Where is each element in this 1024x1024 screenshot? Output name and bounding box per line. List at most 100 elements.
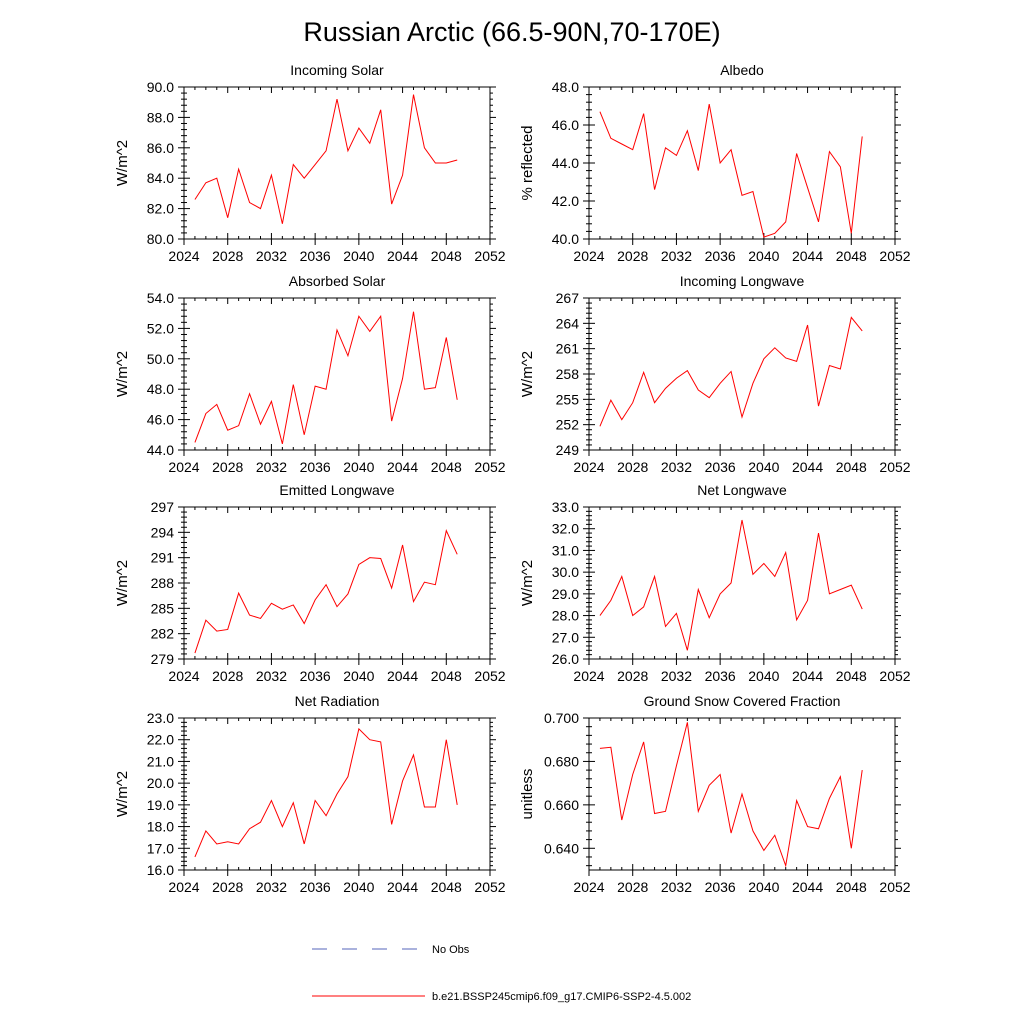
y-axis-label: unitless bbox=[519, 769, 536, 820]
panel-net-longwave: Net Longwave 2024 2028 2032 2036 2040 2044 2048… bbox=[519, 482, 911, 684]
y-tick-label: 261 bbox=[556, 341, 580, 357]
panel-title: Incoming Solar bbox=[290, 62, 384, 78]
series-line-absorbed-solar bbox=[194, 311, 458, 445]
y-tick-label: 255 bbox=[556, 391, 580, 407]
y-tick-label: 20.0 bbox=[147, 775, 174, 791]
series-line-albedo bbox=[599, 104, 863, 238]
x-tick-label: 2036 bbox=[300, 668, 331, 684]
x-tick-label: 2044 bbox=[387, 248, 418, 264]
y-axis-label: W/m^2 bbox=[519, 351, 536, 397]
y-tick-label: 30.0 bbox=[552, 564, 579, 580]
y-tick-label: 90.0 bbox=[147, 79, 174, 95]
x-tick-label: 2044 bbox=[792, 668, 823, 684]
x-tick-label: 2048 bbox=[431, 248, 462, 264]
series-line-incoming-longwave bbox=[599, 316, 863, 427]
y-tick-label: 50.0 bbox=[147, 351, 174, 367]
y-tick-label: 32.0 bbox=[552, 521, 579, 537]
x-tick-label: 2052 bbox=[879, 668, 910, 684]
y-tick-label: 28.0 bbox=[552, 608, 579, 624]
x-tick-label: 2048 bbox=[836, 459, 867, 475]
y-tick-label: 23.0 bbox=[147, 710, 174, 726]
y-tick-label: 88.0 bbox=[147, 109, 174, 125]
x-tick-label: 2040 bbox=[748, 668, 779, 684]
x-tick-label: 2024 bbox=[168, 459, 199, 475]
x-tick-label: 2040 bbox=[343, 668, 374, 684]
y-tick-label: 249 bbox=[556, 442, 580, 458]
x-tick-label: 2024 bbox=[573, 879, 604, 895]
y-tick-label: 17.0 bbox=[147, 840, 174, 856]
x-tick-label: 2032 bbox=[256, 459, 287, 475]
panel-title: Absorbed Solar bbox=[289, 273, 386, 289]
x-tick-label: 2044 bbox=[792, 459, 823, 475]
x-tick-label: 2040 bbox=[343, 248, 374, 264]
x-tick-label: 2032 bbox=[661, 459, 692, 475]
y-tick-label: 0.700 bbox=[544, 710, 579, 726]
y-tick-label: 86.0 bbox=[147, 140, 174, 156]
plot-frame bbox=[588, 86, 896, 240]
x-tick-label: 2024 bbox=[573, 459, 604, 475]
x-tick-label: 2024 bbox=[168, 668, 199, 684]
x-tick-label: 2028 bbox=[212, 248, 243, 264]
x-tick-label: 2040 bbox=[343, 879, 374, 895]
y-tick-label: 0.660 bbox=[544, 797, 579, 813]
y-tick-label: 82.0 bbox=[147, 201, 174, 217]
y-tick-label: 48.0 bbox=[552, 79, 579, 95]
x-tick-label: 2036 bbox=[300, 879, 331, 895]
legend-label-model-run: b.e21.BSSP245cmip6.f09_g17.CMIP6-SSP2-4.… bbox=[432, 991, 691, 1003]
y-tick-label: 22.0 bbox=[147, 732, 174, 748]
panel-title: Net Longwave bbox=[697, 482, 787, 498]
x-tick-label: 2052 bbox=[879, 459, 910, 475]
y-axis-label: W/m^2 bbox=[114, 771, 131, 817]
y-tick-label: 285 bbox=[151, 600, 175, 616]
y-tick-label: 16.0 bbox=[147, 862, 174, 878]
legend-label-no-obs: No Obs bbox=[432, 944, 470, 956]
panel-title: Net Radiation bbox=[295, 693, 380, 709]
x-tick-label: 2036 bbox=[705, 459, 736, 475]
x-tick-label: 2052 bbox=[474, 248, 505, 264]
y-tick-label: 40.0 bbox=[552, 231, 579, 247]
y-tick-label: 54.0 bbox=[147, 290, 174, 306]
y-tick-label: 33.0 bbox=[552, 499, 579, 515]
x-tick-label: 2044 bbox=[387, 459, 418, 475]
x-tick-label: 2044 bbox=[792, 248, 823, 264]
panel-albedo: Albedo 2024 2028 2032 2036 2040 2044 2048 2052 40… bbox=[519, 62, 911, 264]
series-line-emitted-longwave bbox=[194, 529, 458, 654]
x-tick-label: 2028 bbox=[617, 879, 648, 895]
y-tick-label: 0.640 bbox=[544, 840, 579, 856]
x-tick-label: 2044 bbox=[387, 879, 418, 895]
x-tick-label: 2040 bbox=[748, 879, 779, 895]
x-tick-label: 2024 bbox=[573, 248, 604, 264]
y-tick-label: 31.0 bbox=[552, 542, 579, 558]
y-axis-label: % reflected bbox=[519, 125, 536, 200]
plot-frame bbox=[588, 506, 896, 660]
x-tick-label: 2036 bbox=[705, 879, 736, 895]
y-tick-label: 84.0 bbox=[147, 170, 174, 186]
x-tick-label: 2032 bbox=[661, 248, 692, 264]
x-tick-label: 2032 bbox=[661, 668, 692, 684]
x-tick-label: 2040 bbox=[748, 459, 779, 475]
y-axis-label: W/m^2 bbox=[114, 140, 131, 186]
x-tick-label: 2040 bbox=[748, 248, 779, 264]
x-tick-label: 2032 bbox=[256, 879, 287, 895]
x-tick-label: 2052 bbox=[474, 668, 505, 684]
y-tick-label: 267 bbox=[556, 290, 580, 306]
x-tick-label: 2036 bbox=[705, 668, 736, 684]
x-tick-label: 2024 bbox=[168, 879, 199, 895]
figure-title: Russian Arctic (66.5-90N,70-170E) bbox=[303, 17, 720, 47]
y-tick-label: 0.680 bbox=[544, 753, 579, 769]
x-tick-label: 2052 bbox=[879, 879, 910, 895]
y-tick-label: 42.0 bbox=[552, 193, 579, 209]
series-line-net-radiation bbox=[194, 727, 458, 858]
y-tick-label: 252 bbox=[556, 417, 580, 433]
x-tick-label: 2032 bbox=[256, 668, 287, 684]
panel-emitted-longwave: Emitted Longwave 2024 2028 2032 2036 2040 2044… bbox=[114, 482, 506, 684]
plot-frame bbox=[183, 506, 491, 660]
y-tick-label: 258 bbox=[556, 366, 580, 382]
y-axis-label: W/m^2 bbox=[519, 560, 536, 606]
y-tick-label: 18.0 bbox=[147, 819, 174, 835]
x-tick-label: 2028 bbox=[617, 668, 648, 684]
x-tick-label: 2032 bbox=[661, 879, 692, 895]
y-tick-label: 27.0 bbox=[552, 629, 579, 645]
y-tick-label: 48.0 bbox=[147, 381, 174, 397]
x-tick-label: 2028 bbox=[212, 879, 243, 895]
